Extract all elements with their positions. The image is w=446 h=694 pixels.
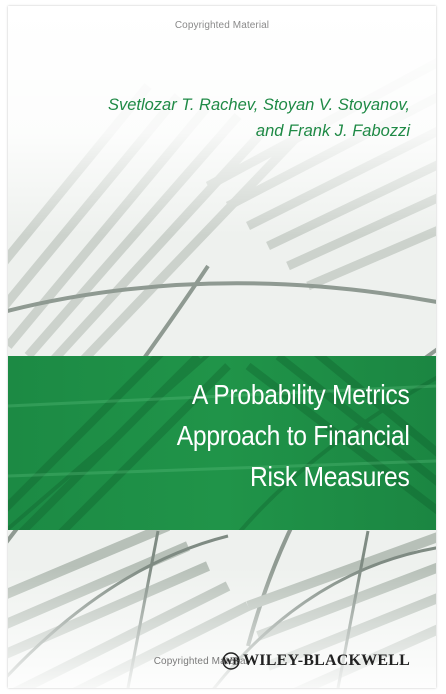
book-authors: Svetlozar T. Rachev, Stoyan V. Stoyanov,… [108,92,410,144]
svg-text:WB: WB [223,657,240,668]
copyright-watermark-bottom: Copyrighted Material [153,656,248,667]
copyright-watermark-top: Copyrighted Material [174,20,270,31]
publisher-name: WILEY-BLACKWELL [243,652,410,669]
title-line-1: A Probability Metrics [192,379,410,410]
book-cover: Copyrighted Material Svetlozar T. Rachev… [8,6,436,688]
title-line-2: Approach to Financial [177,420,410,451]
title-line-3: Risk Measures [250,461,410,492]
wiley-blackwell-emblem-icon: WB [222,652,240,670]
book-title: A Probability Metrics Approach to Financ… [177,374,410,497]
authors-line-1: Svetlozar T. Rachev, Stoyan V. Stoyanov, [107,96,410,114]
authors-line-2: and Frank J. Fabozzi [255,122,410,140]
cover-artwork [8,6,436,688]
publisher-logo: WB WILEY-BLACKWELL [222,652,410,670]
